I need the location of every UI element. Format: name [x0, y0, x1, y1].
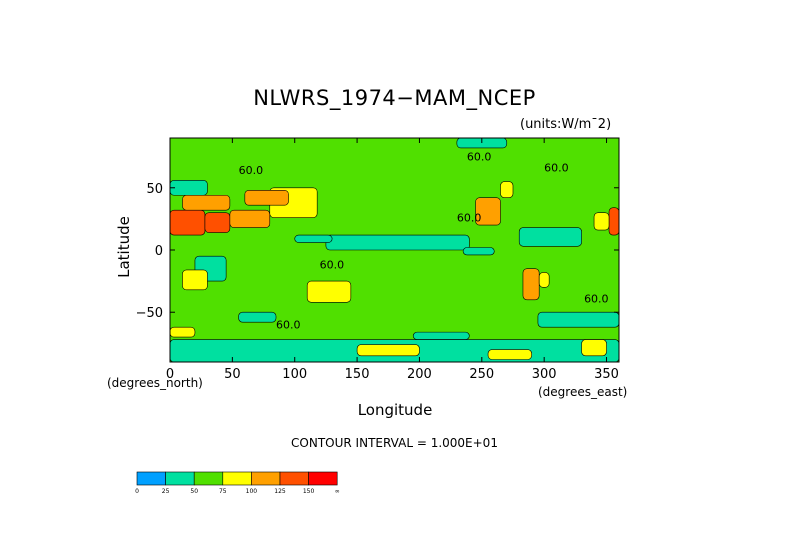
colorbar-label: 150	[303, 488, 315, 495]
x-tick-label: 0	[166, 367, 174, 382]
colorbar-label: 75	[219, 488, 227, 495]
colorbar-swatch	[279, 471, 309, 486]
colorbar-label: 0	[135, 488, 139, 495]
colorbar-swatch	[136, 471, 166, 486]
colorbar-label: 125	[274, 488, 286, 495]
contour-label: 60.0	[276, 318, 301, 331]
y-tick-label: 0	[155, 244, 163, 259]
field-region	[170, 326, 196, 338]
field-region	[229, 209, 271, 228]
contour-label: 60.0	[544, 162, 569, 175]
y-tick-label: 50	[146, 182, 163, 197]
colorbar-label: ∞	[335, 488, 340, 495]
contour-label: 60.0	[239, 164, 264, 177]
x-tick-label: 150	[345, 367, 370, 382]
x-unit-label-left: (degrees_north)	[107, 376, 203, 390]
field-region	[593, 212, 610, 231]
colorbar-swatch	[165, 471, 195, 486]
x-tick-label: 100	[282, 367, 307, 382]
field-region	[294, 234, 333, 243]
contour-label: 60.0	[584, 292, 609, 305]
field-region	[537, 311, 619, 328]
field-region	[487, 349, 532, 360]
x-tick-label: 300	[532, 367, 557, 382]
colorbar-swatch	[251, 471, 281, 486]
field-region	[170, 209, 206, 236]
x-axis-label: Longitude	[357, 401, 433, 419]
x-unit-label-right: (degrees_east)	[538, 385, 628, 399]
x-axis: 0 50 100 150 200 250 300 350	[166, 138, 619, 382]
field-region	[356, 344, 420, 357]
x-tick-label: 250	[469, 367, 494, 382]
field-region	[306, 280, 352, 303]
y-tick-label: −50	[136, 306, 163, 321]
field-region	[244, 189, 289, 206]
field-region	[325, 234, 470, 251]
colorbar-swatch	[222, 471, 252, 486]
field-region	[518, 227, 582, 247]
colorbar-swatch	[193, 471, 224, 486]
contour-label: 60.0	[320, 259, 345, 272]
contour-labels: 60.0 60.0 60.0 60.0 60.0 60.0 60.0	[239, 150, 609, 331]
field-region	[412, 331, 470, 340]
x-tick-label: 50	[224, 367, 241, 382]
field-region	[475, 197, 501, 226]
y-axis: 50 0 −50	[136, 182, 619, 321]
contour-interval-text: CONTOUR INTERVAL = 1.000E+01	[291, 436, 498, 450]
field-region	[581, 339, 607, 357]
y-axis-label: Latitude	[115, 216, 133, 278]
field-region	[522, 268, 540, 301]
field-region	[238, 311, 277, 323]
field-region	[182, 269, 208, 291]
x-tick-label: 200	[407, 367, 432, 382]
x-tick-label: 350	[594, 367, 619, 382]
contour-label: 60.0	[457, 211, 482, 224]
colorbar-label: 25	[162, 488, 170, 495]
colorbar-label: 100	[246, 488, 258, 495]
field-region	[538, 272, 550, 288]
units-label: (units:W/m¯2)	[520, 117, 612, 132]
field-region	[170, 180, 208, 196]
field-region	[462, 247, 495, 256]
colorbar-label: 50	[190, 488, 198, 495]
field-region	[182, 194, 231, 211]
colorbar: 0 25 50 75 100 125 150 ∞	[135, 471, 340, 495]
colorbar-swatch	[308, 471, 338, 486]
field-region	[500, 181, 514, 199]
contour-label: 60.0	[467, 150, 492, 163]
field-region	[204, 212, 231, 233]
chart-title: NLWRS_1974−MAM_NCEP	[253, 86, 536, 110]
field-region	[608, 207, 619, 236]
